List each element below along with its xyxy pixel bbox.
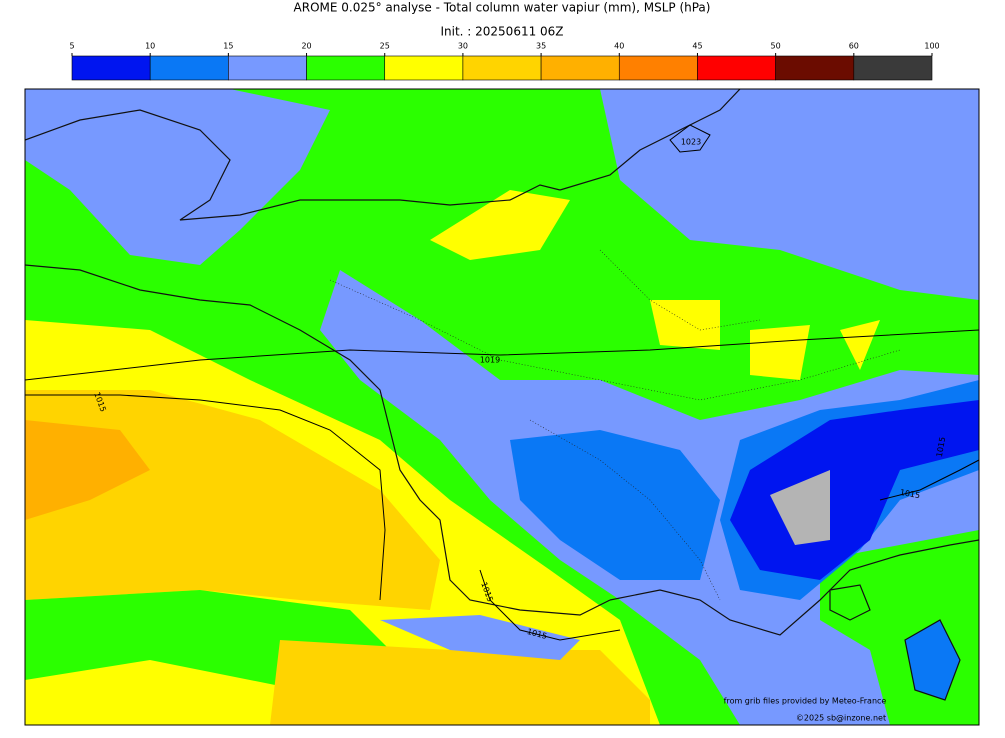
colorbar-box	[853, 55, 933, 81]
colorbar-box	[618, 55, 698, 81]
field	[270, 640, 650, 725]
colorbar-tick-label: 10	[145, 42, 155, 51]
colorbar-tick-label: 45	[692, 42, 702, 51]
field	[380, 615, 580, 660]
isobar-label: 1019	[480, 356, 500, 365]
colorbar-box	[71, 55, 151, 81]
colorbar-tick-label: 100	[924, 42, 939, 51]
colorbar-tick-label: 25	[380, 42, 390, 51]
field	[905, 620, 960, 700]
colorbar: 5 10 15 20 25 30 35 40 45 50 60 100	[69, 42, 940, 81]
colorbar-box	[697, 55, 776, 81]
field	[650, 300, 720, 350]
field	[770, 470, 830, 545]
colorbar-tick-label: 40	[614, 42, 624, 51]
colorbar-tick-label: 5	[69, 42, 74, 51]
colorbar-tick-label: 60	[849, 42, 859, 51]
field	[430, 190, 570, 260]
field	[750, 325, 810, 380]
field	[840, 320, 880, 370]
isobar-label: 1015	[899, 488, 921, 500]
field	[510, 430, 720, 580]
colorbar-box	[540, 55, 620, 81]
colorbar-box	[384, 55, 464, 81]
init-time: Init. : 20250611 06Z	[440, 25, 563, 39]
colorbar-box	[228, 55, 307, 81]
colorbar-tick-label: 50	[771, 42, 781, 51]
colorbar-box	[149, 55, 229, 81]
colorbar-box	[306, 55, 386, 81]
map-frame	[24, 88, 980, 726]
credit: from grib files provided by Meteo-France	[724, 697, 887, 706]
isobar-label: 1023	[681, 138, 701, 147]
colorbar-box	[462, 55, 542, 81]
field	[25, 420, 150, 520]
title: AROME 0.025° analyse - Total column wate…	[294, 1, 711, 15]
colorbar-tick-label: 35	[536, 42, 546, 51]
colorbar-tick-label: 30	[458, 42, 468, 51]
field	[600, 89, 979, 300]
map	[25, 89, 979, 725]
colorbar-tick-label: 20	[301, 42, 311, 51]
colorbar-tick-label: 15	[223, 42, 233, 51]
colorbar-box	[775, 55, 855, 81]
field	[25, 89, 330, 265]
isobar-label: 1015	[935, 436, 947, 458]
credit: ©2025 sb@inzone.net	[796, 714, 886, 723]
